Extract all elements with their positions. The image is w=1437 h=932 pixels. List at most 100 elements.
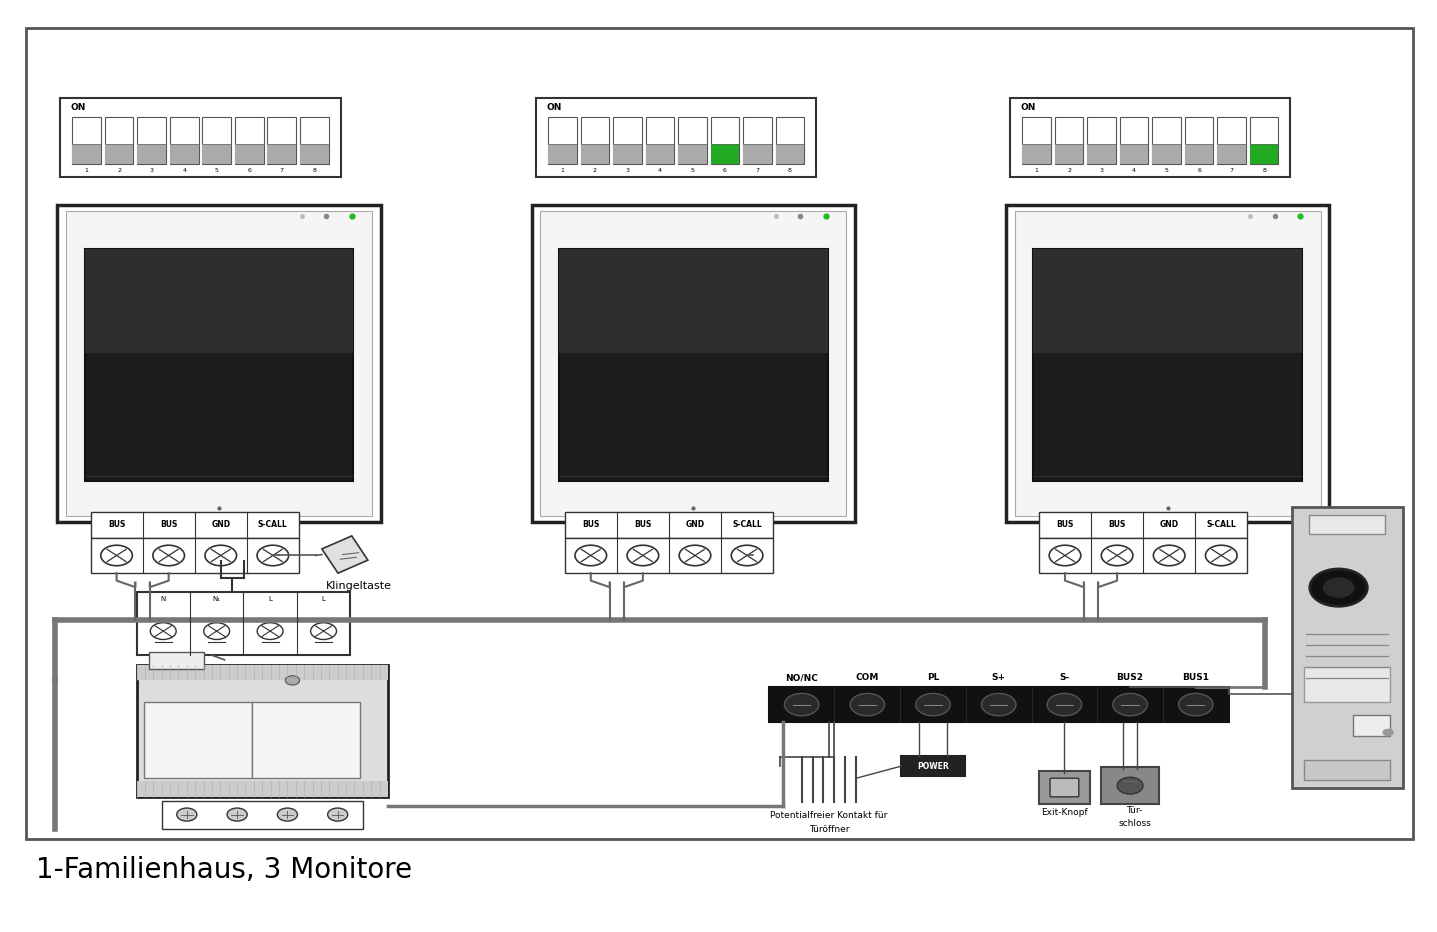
Circle shape xyxy=(1101,545,1132,566)
FancyBboxPatch shape xyxy=(170,116,198,164)
FancyBboxPatch shape xyxy=(559,250,828,481)
Circle shape xyxy=(731,545,763,566)
Text: 8: 8 xyxy=(787,169,792,173)
Text: 4: 4 xyxy=(658,169,662,173)
FancyBboxPatch shape xyxy=(170,144,198,164)
FancyBboxPatch shape xyxy=(776,144,805,164)
Text: Türöffner: Türöffner xyxy=(809,825,849,834)
FancyBboxPatch shape xyxy=(532,205,855,522)
FancyBboxPatch shape xyxy=(1039,771,1091,804)
FancyBboxPatch shape xyxy=(769,687,1229,722)
Text: BUS: BUS xyxy=(108,520,125,529)
FancyBboxPatch shape xyxy=(645,144,674,164)
FancyBboxPatch shape xyxy=(1050,778,1079,797)
FancyBboxPatch shape xyxy=(743,144,772,164)
Circle shape xyxy=(204,623,230,639)
FancyBboxPatch shape xyxy=(614,116,642,164)
FancyBboxPatch shape xyxy=(1119,116,1148,164)
Text: ON: ON xyxy=(546,103,562,113)
FancyBboxPatch shape xyxy=(57,205,381,522)
Text: 4: 4 xyxy=(1132,169,1137,173)
FancyBboxPatch shape xyxy=(1184,116,1213,164)
FancyBboxPatch shape xyxy=(144,702,251,778)
Text: POWER: POWER xyxy=(917,761,948,771)
FancyBboxPatch shape xyxy=(137,665,388,797)
Circle shape xyxy=(310,623,336,639)
Circle shape xyxy=(1382,729,1394,736)
Circle shape xyxy=(785,693,819,716)
Circle shape xyxy=(177,808,197,821)
Text: 8: 8 xyxy=(1262,169,1266,173)
Text: ON: ON xyxy=(1020,103,1036,113)
FancyBboxPatch shape xyxy=(1039,538,1247,573)
Text: Tür-: Tür- xyxy=(1127,806,1142,816)
Text: 5: 5 xyxy=(690,169,694,173)
Text: L: L xyxy=(269,596,272,602)
FancyBboxPatch shape xyxy=(1250,116,1279,164)
Circle shape xyxy=(627,545,658,566)
Text: 1: 1 xyxy=(560,169,565,173)
Text: S-CALL: S-CALL xyxy=(733,520,762,529)
FancyBboxPatch shape xyxy=(1305,760,1391,780)
FancyBboxPatch shape xyxy=(91,512,299,538)
Text: 7: 7 xyxy=(280,169,283,173)
FancyBboxPatch shape xyxy=(161,801,364,829)
Circle shape xyxy=(1112,693,1147,716)
FancyBboxPatch shape xyxy=(138,116,167,164)
FancyBboxPatch shape xyxy=(614,144,642,164)
Circle shape xyxy=(575,545,606,566)
Text: 1-Familienhaus, 3 Monitore: 1-Familienhaus, 3 Monitore xyxy=(36,856,412,884)
FancyBboxPatch shape xyxy=(234,144,263,164)
FancyBboxPatch shape xyxy=(645,116,674,164)
Text: Potentialfreier Kontakt für: Potentialfreier Kontakt für xyxy=(770,811,888,820)
FancyBboxPatch shape xyxy=(267,144,296,164)
FancyBboxPatch shape xyxy=(678,144,707,164)
Text: S+: S+ xyxy=(992,673,1006,682)
FancyBboxPatch shape xyxy=(710,116,739,164)
Text: 2: 2 xyxy=(118,169,121,173)
FancyBboxPatch shape xyxy=(547,116,576,164)
FancyBboxPatch shape xyxy=(559,250,828,353)
Circle shape xyxy=(981,693,1016,716)
Polygon shape xyxy=(322,536,368,573)
Circle shape xyxy=(152,545,184,566)
Text: 1: 1 xyxy=(85,169,89,173)
Text: 4: 4 xyxy=(182,169,187,173)
Text: 7: 7 xyxy=(756,169,759,173)
FancyBboxPatch shape xyxy=(1010,98,1290,177)
Text: COM: COM xyxy=(855,673,879,682)
Text: Klingeltaste: Klingeltaste xyxy=(326,581,392,591)
Text: N: N xyxy=(161,596,165,602)
FancyBboxPatch shape xyxy=(105,144,134,164)
FancyBboxPatch shape xyxy=(253,702,361,778)
FancyBboxPatch shape xyxy=(581,116,609,164)
Circle shape xyxy=(205,545,237,566)
Text: 6: 6 xyxy=(1197,169,1201,173)
FancyBboxPatch shape xyxy=(1015,211,1321,516)
Circle shape xyxy=(1049,545,1081,566)
Text: 3: 3 xyxy=(1099,169,1104,173)
Text: 2: 2 xyxy=(1068,169,1071,173)
FancyBboxPatch shape xyxy=(1250,144,1279,164)
Text: NO/NC: NO/NC xyxy=(785,673,818,682)
FancyBboxPatch shape xyxy=(547,144,576,164)
FancyBboxPatch shape xyxy=(1039,512,1247,538)
Text: S-: S- xyxy=(1059,673,1069,682)
Text: GND: GND xyxy=(211,520,230,529)
FancyBboxPatch shape xyxy=(743,116,772,164)
FancyBboxPatch shape xyxy=(1292,507,1403,788)
Text: GND: GND xyxy=(685,520,704,529)
FancyBboxPatch shape xyxy=(1152,144,1181,164)
FancyBboxPatch shape xyxy=(1152,116,1181,164)
Text: GND: GND xyxy=(1160,520,1178,529)
Text: BUS: BUS xyxy=(160,520,177,529)
FancyBboxPatch shape xyxy=(137,781,388,797)
Text: 3: 3 xyxy=(149,169,154,173)
FancyBboxPatch shape xyxy=(300,116,329,164)
Circle shape xyxy=(101,545,132,566)
Text: schloss: schloss xyxy=(1118,819,1151,829)
Text: 5: 5 xyxy=(1164,169,1168,173)
FancyBboxPatch shape xyxy=(1119,144,1148,164)
FancyBboxPatch shape xyxy=(149,652,204,669)
Text: N₁: N₁ xyxy=(213,596,221,602)
